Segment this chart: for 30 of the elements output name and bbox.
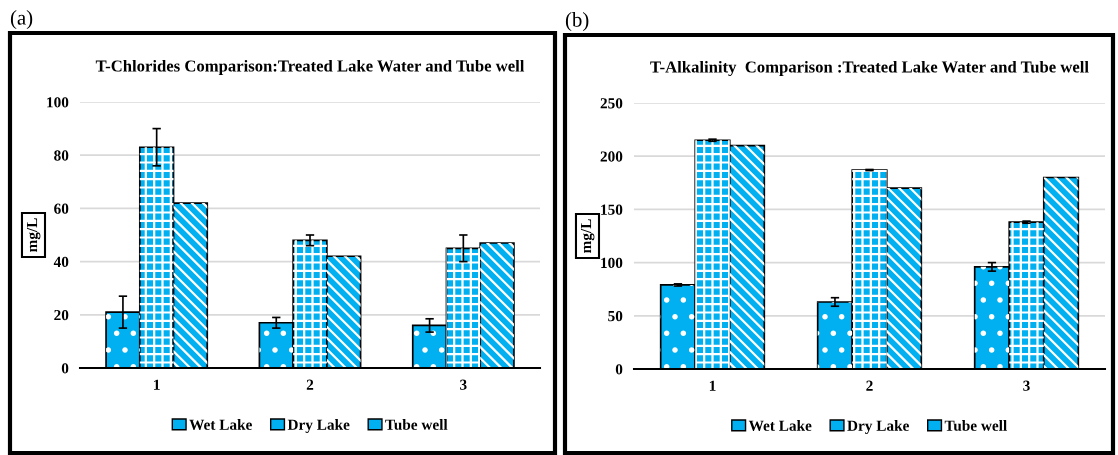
y-tick-label: 20 [54,309,69,321]
y-tick-label: 40 [53,256,69,268]
legend-label: Tube well [385,419,448,430]
chart-title: T-Chlorides Comparison:Treated Lake Water and Tube well [95,59,525,75]
y-tick-label: 50 [608,310,623,322]
legend-label: Dry Lake [287,419,350,433]
y-tick-label: 200 [600,151,623,162]
x-tick-label: 1 [154,379,160,390]
y-axis-title: mg/L [580,219,595,253]
y-tick-label: 0 [61,363,69,374]
y-tick-label: 250 [600,98,623,109]
x-tick-label: 2 [306,379,314,390]
y-tick-label: 100 [601,257,623,269]
x-tick-label: 3 [1023,380,1030,391]
x-tick-label: 1 [709,380,716,391]
x-tick-label: 2 [866,380,873,391]
x-tick-label: 3 [460,379,467,390]
legend-label: Tube well [944,420,1007,431]
y-tick-label: 150 [601,204,623,215]
chart-title: T-Alkalinity Comparison :Treated Lake Water and Tube well [650,60,1089,77]
legend-label: Wet Lake [189,419,252,430]
y-tick-label: 100 [47,97,69,108]
text: (b) [565,12,589,31]
legend-label: Wet Lake [748,420,812,431]
y-tick-label: 60 [54,203,69,214]
y-tick-label: 80 [54,150,69,161]
text: (a) [10,10,33,29]
y-axis-title: mg/L [26,218,41,252]
legend-label: Dry Lake [847,420,909,434]
y-tick-label: 0 [615,364,623,375]
